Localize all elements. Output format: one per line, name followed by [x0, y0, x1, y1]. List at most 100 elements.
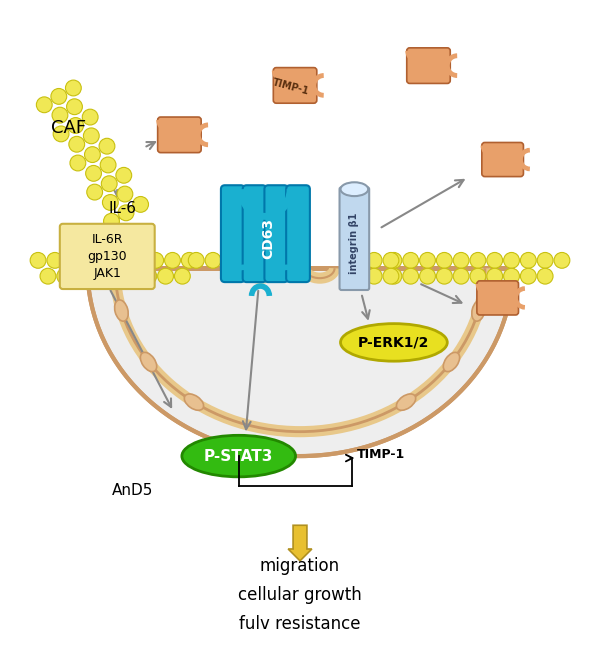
Circle shape — [386, 269, 402, 284]
Circle shape — [133, 196, 148, 212]
Text: migration
cellular growth
fulv resistance: migration cellular growth fulv resistanc… — [238, 557, 362, 633]
Circle shape — [37, 97, 52, 113]
Circle shape — [175, 269, 190, 284]
Circle shape — [64, 252, 80, 269]
Circle shape — [101, 176, 117, 192]
Circle shape — [148, 252, 164, 269]
Circle shape — [69, 136, 85, 152]
Circle shape — [124, 269, 140, 284]
FancyBboxPatch shape — [60, 224, 155, 289]
Circle shape — [436, 252, 452, 269]
Circle shape — [366, 252, 382, 269]
Circle shape — [537, 269, 553, 284]
Circle shape — [419, 269, 436, 284]
Circle shape — [141, 269, 157, 284]
Text: AnD5: AnD5 — [112, 483, 154, 498]
Circle shape — [205, 252, 221, 269]
Circle shape — [97, 252, 113, 269]
Circle shape — [47, 252, 63, 269]
Circle shape — [181, 252, 197, 269]
Circle shape — [87, 184, 103, 200]
Circle shape — [188, 252, 204, 269]
Text: CAF: CAF — [51, 119, 86, 137]
Circle shape — [503, 269, 520, 284]
Circle shape — [65, 80, 81, 96]
Circle shape — [80, 252, 97, 269]
Circle shape — [116, 168, 131, 183]
Polygon shape — [88, 269, 512, 456]
Circle shape — [30, 252, 46, 269]
Ellipse shape — [443, 352, 460, 371]
FancyBboxPatch shape — [221, 185, 245, 282]
Circle shape — [91, 269, 106, 284]
Ellipse shape — [115, 300, 128, 321]
Circle shape — [537, 252, 553, 269]
Text: IL-6: IL-6 — [108, 202, 136, 216]
Circle shape — [74, 269, 89, 284]
FancyBboxPatch shape — [265, 185, 288, 282]
Text: P-STAT3: P-STAT3 — [204, 449, 274, 464]
Circle shape — [520, 269, 536, 284]
Circle shape — [85, 147, 100, 162]
FancyBboxPatch shape — [158, 117, 201, 153]
Circle shape — [470, 252, 486, 269]
Circle shape — [86, 166, 101, 181]
Circle shape — [383, 269, 399, 284]
Circle shape — [83, 128, 99, 143]
Circle shape — [503, 252, 520, 269]
Circle shape — [520, 252, 536, 269]
Ellipse shape — [140, 352, 157, 371]
Circle shape — [118, 205, 134, 221]
Circle shape — [57, 269, 73, 284]
Circle shape — [131, 252, 147, 269]
FancyBboxPatch shape — [242, 185, 266, 282]
Circle shape — [52, 107, 68, 123]
FancyBboxPatch shape — [274, 67, 317, 103]
Circle shape — [436, 269, 452, 284]
Circle shape — [487, 269, 503, 284]
Circle shape — [70, 155, 86, 171]
Text: TIMP-1: TIMP-1 — [358, 447, 406, 460]
Circle shape — [419, 252, 436, 269]
Circle shape — [453, 252, 469, 269]
Circle shape — [51, 88, 67, 104]
Circle shape — [68, 118, 83, 134]
FancyBboxPatch shape — [407, 48, 450, 83]
Text: integrin β1: integrin β1 — [349, 213, 359, 274]
Ellipse shape — [472, 300, 485, 321]
Circle shape — [104, 214, 119, 229]
Circle shape — [470, 269, 486, 284]
Circle shape — [453, 269, 469, 284]
FancyBboxPatch shape — [477, 281, 518, 315]
FancyArrow shape — [288, 525, 312, 561]
Circle shape — [100, 157, 116, 173]
Circle shape — [386, 252, 402, 269]
Circle shape — [67, 99, 82, 115]
Circle shape — [383, 252, 399, 269]
Circle shape — [53, 126, 69, 141]
Circle shape — [114, 252, 130, 269]
Text: CD63: CD63 — [262, 218, 275, 259]
Text: IL-6R
gp130
JAK1: IL-6R gp130 JAK1 — [88, 233, 127, 280]
Circle shape — [107, 269, 123, 284]
FancyBboxPatch shape — [286, 185, 310, 282]
Circle shape — [158, 269, 173, 284]
Ellipse shape — [182, 436, 296, 477]
Circle shape — [40, 269, 56, 284]
Text: P-ERK1/2: P-ERK1/2 — [358, 335, 430, 349]
Text: TIMP-1: TIMP-1 — [272, 78, 311, 97]
Circle shape — [403, 269, 419, 284]
Ellipse shape — [341, 182, 368, 196]
Ellipse shape — [397, 394, 416, 410]
Circle shape — [117, 186, 133, 202]
Circle shape — [164, 252, 181, 269]
Circle shape — [99, 138, 115, 154]
Circle shape — [487, 252, 503, 269]
Circle shape — [103, 195, 118, 210]
FancyBboxPatch shape — [340, 187, 369, 290]
Circle shape — [366, 269, 382, 284]
Circle shape — [222, 252, 238, 269]
Ellipse shape — [341, 324, 447, 361]
Circle shape — [82, 109, 98, 125]
Circle shape — [403, 252, 419, 269]
